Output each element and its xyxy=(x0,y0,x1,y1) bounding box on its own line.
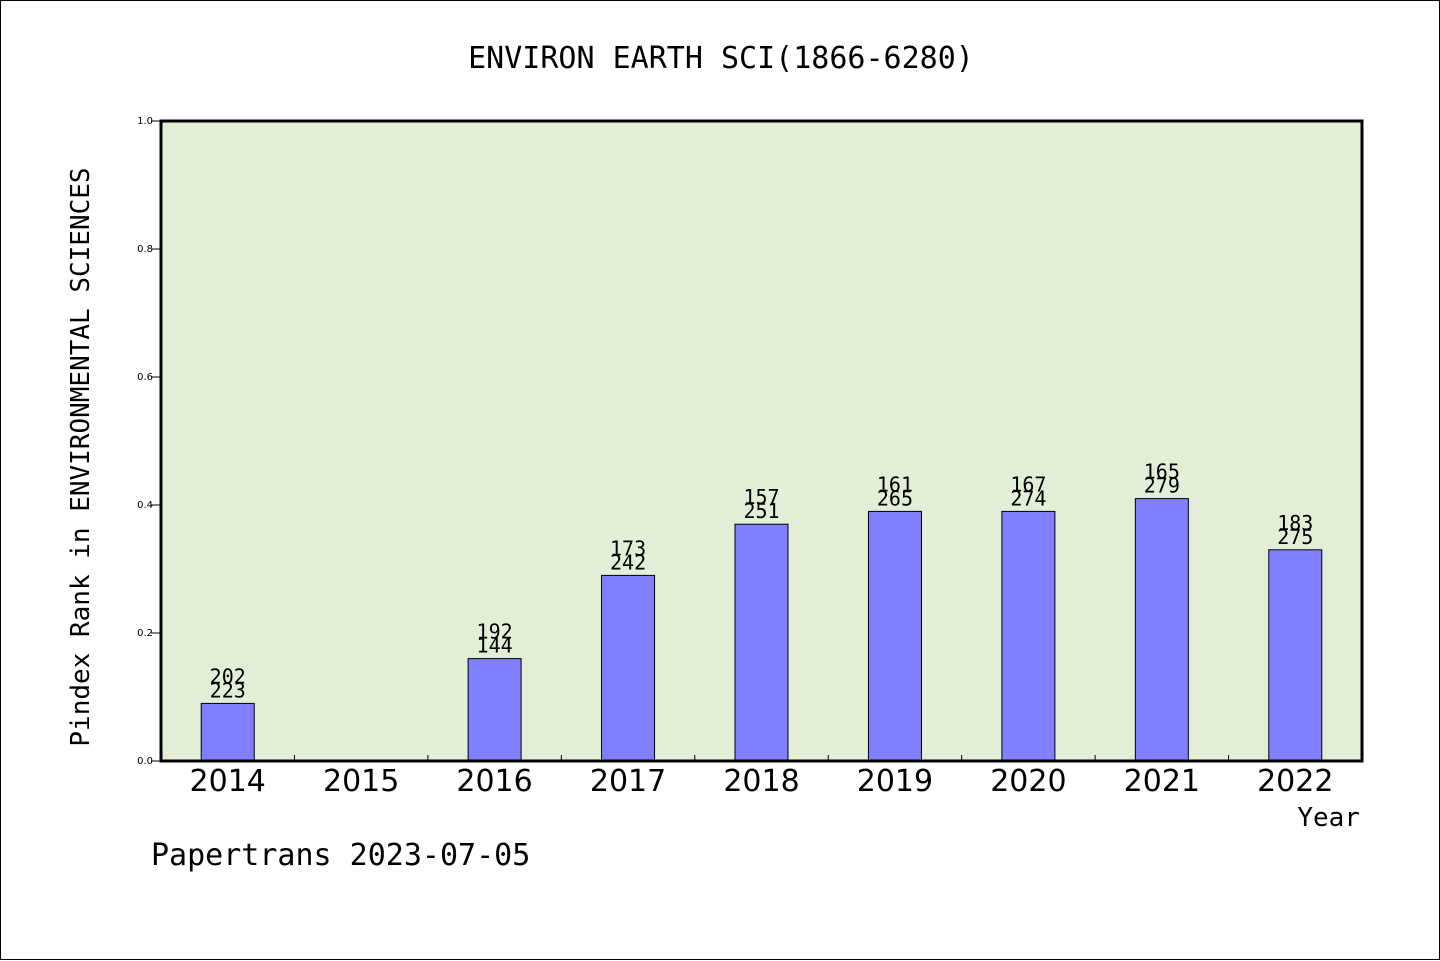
y-tick-label: 0.8 xyxy=(137,244,153,255)
data-label-top: 157 xyxy=(743,485,779,509)
data-label-top: 192 xyxy=(477,620,513,644)
bar xyxy=(1001,510,1056,762)
bar xyxy=(200,702,255,762)
x-tick-label: 2015 xyxy=(323,764,399,799)
data-label-bottom: 275 xyxy=(1277,525,1313,549)
x-tick-label: 2020 xyxy=(990,764,1066,799)
y-tick-label: 0.2 xyxy=(137,628,153,639)
bar xyxy=(467,658,522,762)
y-tick-label: 0.4 xyxy=(137,500,153,511)
data-label-bottom: 265 xyxy=(877,486,913,510)
x-tick-label: 2014 xyxy=(190,764,266,799)
y-tick-label: 0.0 xyxy=(137,756,153,767)
bar xyxy=(601,574,656,762)
y-tick-label: 0.6 xyxy=(137,372,153,383)
plot-border xyxy=(159,119,1364,763)
bars-group xyxy=(200,498,1323,762)
data-label-top: 173 xyxy=(610,536,646,560)
chart-title: ENVIRON EARTH SCI(1866-6280) xyxy=(468,41,974,76)
data-label-bottom: 274 xyxy=(1010,486,1046,510)
x-tick-label: 2018 xyxy=(723,764,799,799)
footer-credit: Papertrans 2023-07-05 xyxy=(151,838,530,873)
x-axis-label: Year xyxy=(1297,803,1360,833)
data-label-top: 202 xyxy=(210,664,246,688)
data-label-top: 165 xyxy=(1144,460,1180,484)
data-label-top: 161 xyxy=(877,472,913,496)
data-label-top: 183 xyxy=(1277,511,1313,535)
x-tick-label: 2022 xyxy=(1257,764,1333,799)
x-tick-labels: 2014 2015 2016 2017 2018 2019 2020 2021 2022 xyxy=(190,755,1333,799)
y-axis-label: Pindex Rank in ENVIRONMENTAL SCIENCES xyxy=(66,167,96,746)
data-label-bottom: 251 xyxy=(743,499,779,523)
y-tick-label: 1.0 xyxy=(137,116,153,127)
x-tick-label: 2021 xyxy=(1124,764,1200,799)
x-tick-label: 2016 xyxy=(456,764,532,799)
bar xyxy=(867,510,922,762)
x-tick-label: 2019 xyxy=(857,764,933,799)
data-label-bottom: 242 xyxy=(610,550,646,574)
bar xyxy=(1134,498,1189,762)
data-label-bottom: 144 xyxy=(477,634,513,658)
y-tick-labels: 0.0 0.2 0.4 0.6 0.8 1.0 xyxy=(137,116,161,767)
data-label-bottom: 223 xyxy=(210,678,246,702)
bar xyxy=(734,523,789,762)
data-label-top: 167 xyxy=(1010,472,1046,496)
data-label-bottom: 279 xyxy=(1144,474,1180,498)
x-tick-label: 2017 xyxy=(590,764,666,799)
bar xyxy=(1268,549,1323,762)
data-labels: 2022231921441732421572511612651672741652… xyxy=(210,460,1314,703)
